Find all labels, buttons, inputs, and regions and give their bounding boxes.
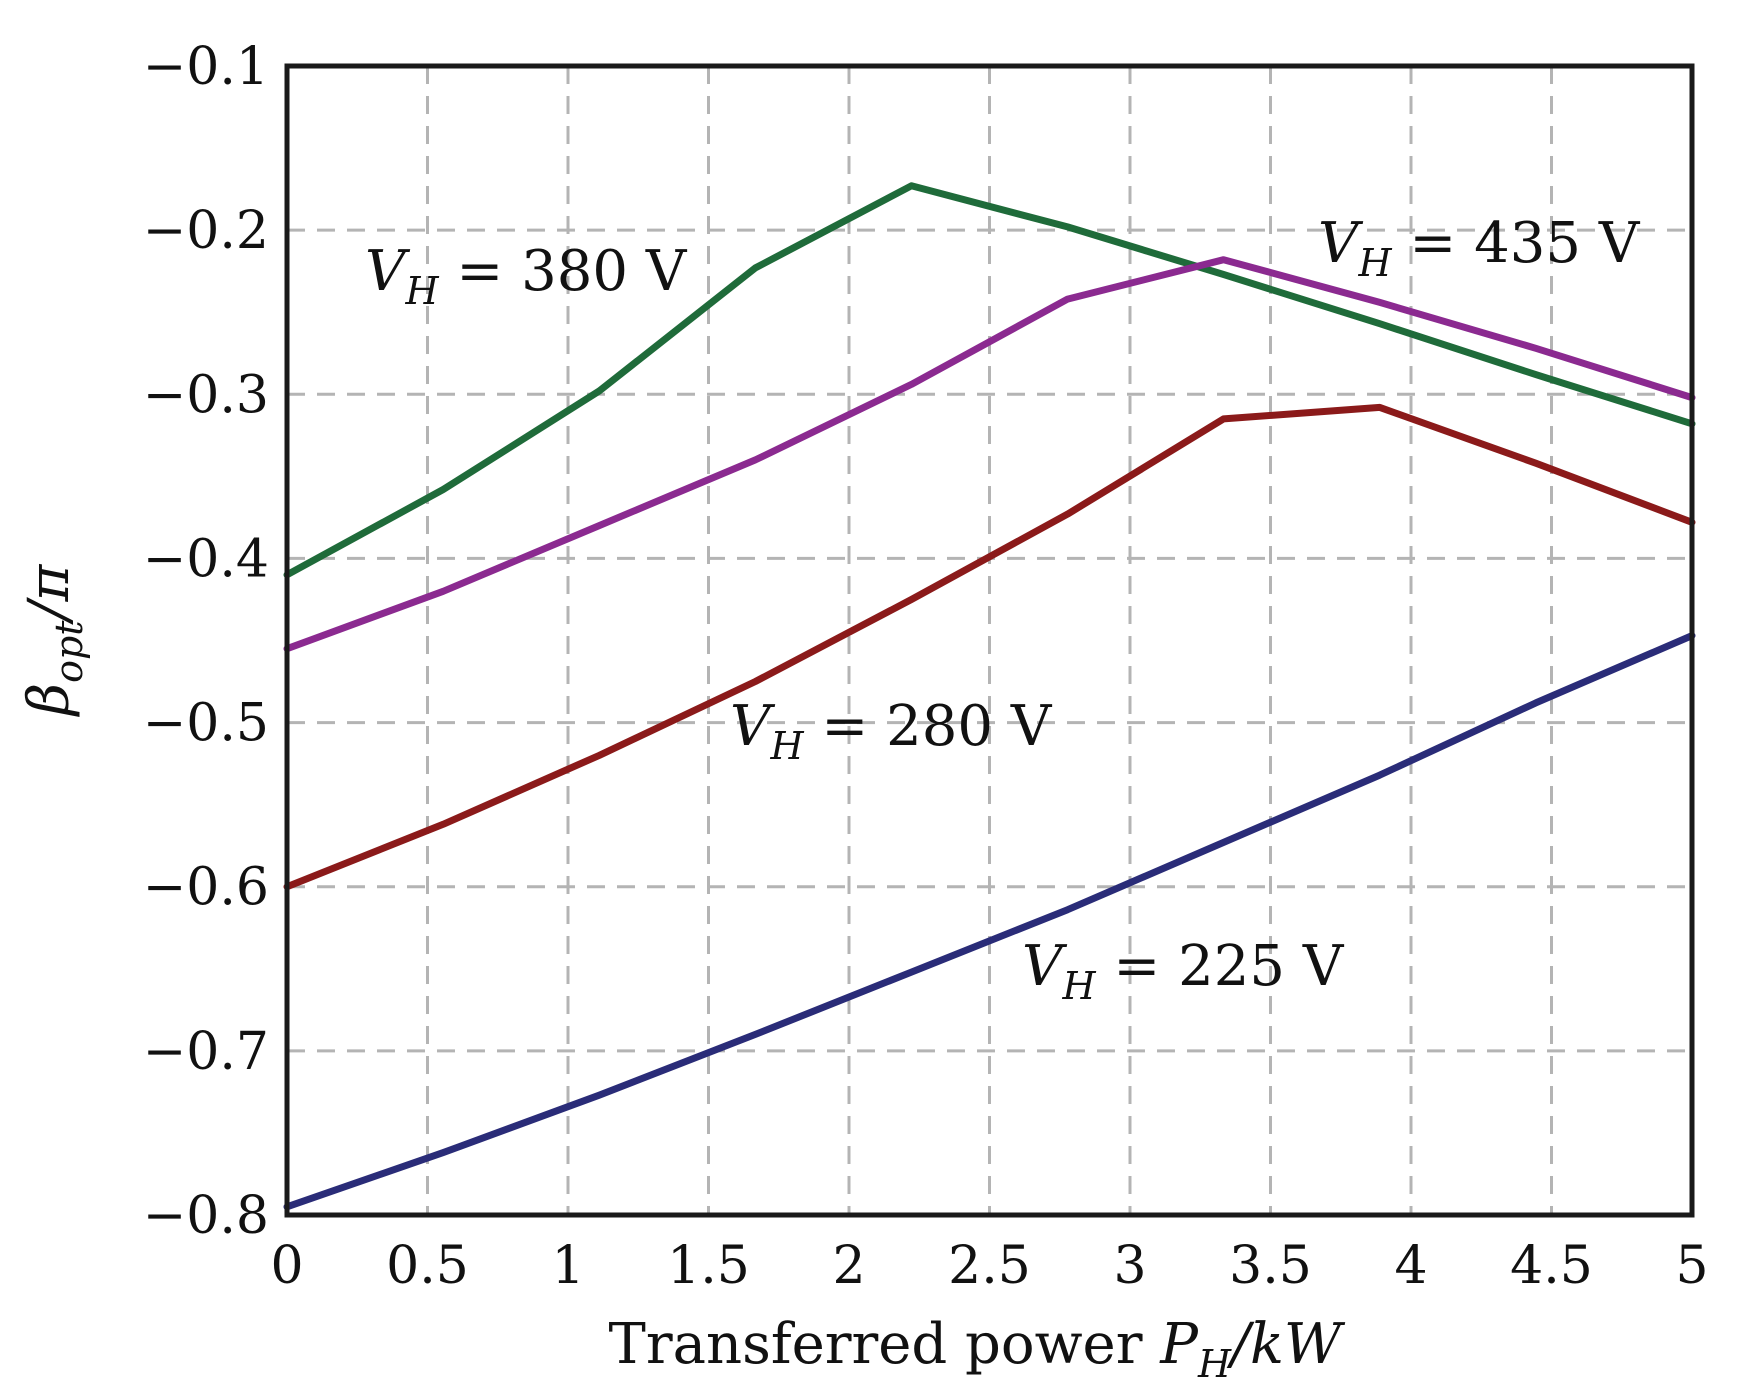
annotation-225: VH = 225 V xyxy=(1022,934,1345,1008)
x-tick-label: 1.5 xyxy=(667,1236,750,1296)
y-axis-title: βopt/π xyxy=(17,564,91,718)
y-tick-label: −0.2 xyxy=(143,201,269,261)
annotation-380: VH = 380 V xyxy=(365,239,688,313)
x-tick-label: 0.5 xyxy=(386,1236,469,1296)
annotation-435: VH = 435 V xyxy=(1318,211,1641,285)
x-tick-label: 1 xyxy=(551,1236,584,1296)
x-tick-label: 4 xyxy=(1394,1236,1427,1296)
x-tick-label: 3.5 xyxy=(1229,1236,1312,1296)
plot-frame xyxy=(284,63,1695,1218)
y-tick-label: −0.8 xyxy=(143,1186,269,1246)
y-tick-label: −0.3 xyxy=(143,365,269,425)
y-tick-label: −0.5 xyxy=(143,694,269,754)
series-line-435v xyxy=(283,256,1696,653)
series-line-380v xyxy=(283,182,1696,579)
x-tick-label: 3 xyxy=(1113,1236,1146,1296)
y-tick-label: −0.4 xyxy=(143,529,269,589)
y-tick-label: −0.6 xyxy=(143,858,269,918)
annotation-280: VH = 280 V xyxy=(730,694,1053,768)
x-tick-label: 4.5 xyxy=(1510,1236,1593,1296)
grid xyxy=(287,66,1692,1215)
series-group xyxy=(283,182,1696,1211)
y-axis-ticks: −0.1 −0.2 −0.3 −0.4 −0.5 −0.6 −0.7 −0.8 xyxy=(143,37,269,1246)
x-tick-label: 0 xyxy=(270,1236,303,1296)
series-line-280v xyxy=(283,403,1696,891)
series-line-225v xyxy=(283,632,1696,1211)
x-tick-label: 5 xyxy=(1675,1236,1708,1296)
x-tick-label: 2.5 xyxy=(948,1236,1031,1296)
y-tick-label: −0.1 xyxy=(143,37,269,97)
y-tick-label: −0.7 xyxy=(143,1022,269,1082)
x-axis-title: Transferred power PH/kW xyxy=(609,1312,1346,1386)
x-axis-ticks: 0 0.5 1 1.5 2 2.5 3 3.5 4 4.5 5 xyxy=(270,1236,1708,1296)
x-tick-label: 2 xyxy=(832,1236,865,1296)
